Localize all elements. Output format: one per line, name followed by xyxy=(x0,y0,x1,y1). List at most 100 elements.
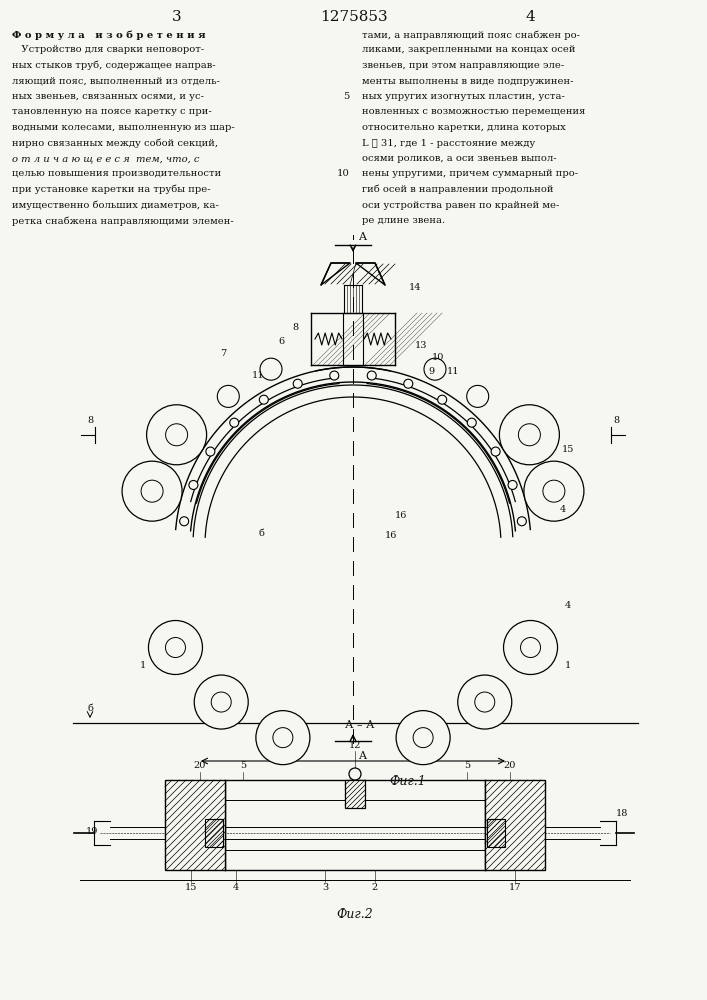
Text: 11: 11 xyxy=(252,370,264,379)
Text: 8: 8 xyxy=(613,416,619,425)
Text: 17: 17 xyxy=(509,884,521,892)
Bar xyxy=(485,780,545,870)
Text: 1: 1 xyxy=(140,660,146,670)
Text: 20: 20 xyxy=(504,762,516,770)
Text: L ⩾ 31, где 1 - расстояние между: L ⩾ 31, где 1 - расстояние между xyxy=(362,138,535,147)
Text: 5: 5 xyxy=(240,762,246,770)
Bar xyxy=(205,819,223,847)
Circle shape xyxy=(424,358,446,380)
Text: 1: 1 xyxy=(565,660,571,670)
Bar xyxy=(165,780,225,870)
Text: 3: 3 xyxy=(322,884,328,892)
Text: Фиг.2: Фиг.2 xyxy=(337,908,373,921)
Circle shape xyxy=(148,620,202,674)
Circle shape xyxy=(206,447,215,456)
Text: 10: 10 xyxy=(432,353,444,361)
Circle shape xyxy=(165,424,187,446)
Polygon shape xyxy=(321,263,350,285)
Circle shape xyxy=(467,418,477,427)
Circle shape xyxy=(520,638,541,658)
Circle shape xyxy=(122,461,182,521)
Text: 14: 14 xyxy=(409,282,421,292)
Circle shape xyxy=(457,675,512,729)
Circle shape xyxy=(367,371,376,380)
Text: 3: 3 xyxy=(172,10,182,24)
Text: оси устройства равен по крайней ме-: оси устройства равен по крайней ме- xyxy=(362,200,559,210)
Circle shape xyxy=(413,728,433,748)
Circle shape xyxy=(165,638,185,658)
Text: 11: 11 xyxy=(447,367,460,376)
Text: ных упругих изогнутых пластин, уста-: ных упругих изогнутых пластин, уста- xyxy=(362,92,565,101)
Text: 1275853: 1275853 xyxy=(320,10,387,24)
Text: 15: 15 xyxy=(562,446,574,454)
Text: тами, а направляющий пояс снабжен ро-: тами, а направляющий пояс снабжен ро- xyxy=(362,30,580,39)
Text: 4: 4 xyxy=(565,600,571,609)
Text: ных стыков труб, содержащее направ-: ных стыков труб, содержащее направ- xyxy=(12,61,216,70)
Circle shape xyxy=(499,405,559,465)
Circle shape xyxy=(475,692,495,712)
Bar xyxy=(345,780,365,808)
Circle shape xyxy=(503,620,558,675)
Text: нены упругими, причем суммарный про-: нены упругими, причем суммарный про- xyxy=(362,169,578,178)
Text: А – А: А – А xyxy=(345,720,375,730)
Text: менты выполнены в виде подпружинен-: менты выполнены в виде подпружинен- xyxy=(362,77,573,86)
Text: 7: 7 xyxy=(220,349,226,358)
Text: 16: 16 xyxy=(395,510,407,520)
Circle shape xyxy=(467,385,489,407)
Text: 6: 6 xyxy=(278,338,284,347)
Text: Фиг.1: Фиг.1 xyxy=(390,775,426,788)
Text: целью повышения производительности: целью повышения производительности xyxy=(12,169,221,178)
Text: водными колесами, выполненную из шар-: водными колесами, выполненную из шар- xyxy=(12,123,235,132)
Circle shape xyxy=(293,379,302,388)
Text: Устройство для сварки неповорот-: Устройство для сварки неповорот- xyxy=(12,45,204,54)
Polygon shape xyxy=(356,263,385,285)
Circle shape xyxy=(217,385,239,407)
Circle shape xyxy=(194,675,248,729)
Text: 4: 4 xyxy=(525,10,535,24)
Circle shape xyxy=(259,395,269,404)
Text: 2: 2 xyxy=(372,884,378,892)
Circle shape xyxy=(256,711,310,765)
Text: звеньев, при этом направляющие эле-: звеньев, при этом направляющие эле- xyxy=(362,61,564,70)
Circle shape xyxy=(141,480,163,502)
Text: тановленную на поясе каретку с при-: тановленную на поясе каретку с при- xyxy=(12,107,212,116)
Text: L: L xyxy=(349,769,357,782)
Text: A: A xyxy=(358,751,366,761)
Bar xyxy=(487,819,505,847)
Text: 9: 9 xyxy=(428,367,434,376)
Text: б: б xyxy=(88,704,94,713)
Text: ных звеньев, связанных осями, и ус-: ных звеньев, связанных осями, и ус- xyxy=(12,92,204,101)
Circle shape xyxy=(329,371,339,380)
Circle shape xyxy=(230,418,239,427)
Text: 8: 8 xyxy=(292,322,298,332)
Text: 12: 12 xyxy=(349,740,361,750)
Text: 10: 10 xyxy=(337,169,350,178)
Circle shape xyxy=(189,480,198,489)
Circle shape xyxy=(349,768,361,780)
Text: 5: 5 xyxy=(464,762,470,770)
Text: нирно связанных между собой секций,: нирно связанных между собой секций, xyxy=(12,138,218,148)
Text: имущественно больших диаметров, ка-: имущественно больших диаметров, ка- xyxy=(12,200,219,210)
Text: 19: 19 xyxy=(86,826,98,836)
Text: ляющий пояс, выполненный из отдель-: ляющий пояс, выполненный из отдель- xyxy=(12,77,220,86)
Text: A: A xyxy=(358,232,366,242)
Circle shape xyxy=(508,480,517,489)
Circle shape xyxy=(180,517,189,526)
Text: 18: 18 xyxy=(616,808,629,818)
Text: при установке каретки на трубы пре-: при установке каретки на трубы пре- xyxy=(12,185,211,194)
Text: осями роликов, а оси звеньев выпол-: осями роликов, а оси звеньев выпол- xyxy=(362,154,556,163)
Text: 8: 8 xyxy=(87,416,93,425)
Circle shape xyxy=(543,480,565,502)
Text: 15: 15 xyxy=(185,884,197,892)
Text: 20: 20 xyxy=(194,762,206,770)
Text: ликами, закрепленными на концах осей: ликами, закрепленными на концах осей xyxy=(362,45,575,54)
Circle shape xyxy=(518,517,526,526)
Circle shape xyxy=(524,461,584,521)
Text: гиб осей в направлении продольной: гиб осей в направлении продольной xyxy=(362,185,554,194)
Circle shape xyxy=(260,358,282,380)
Circle shape xyxy=(273,728,293,748)
Text: о т л и ч а ю щ е е с я  тем, что, с: о т л и ч а ю щ е е с я тем, что, с xyxy=(12,154,199,163)
Circle shape xyxy=(396,711,450,765)
Text: относительно каретки, длина которых: относительно каретки, длина которых xyxy=(362,123,566,132)
Circle shape xyxy=(438,395,447,404)
